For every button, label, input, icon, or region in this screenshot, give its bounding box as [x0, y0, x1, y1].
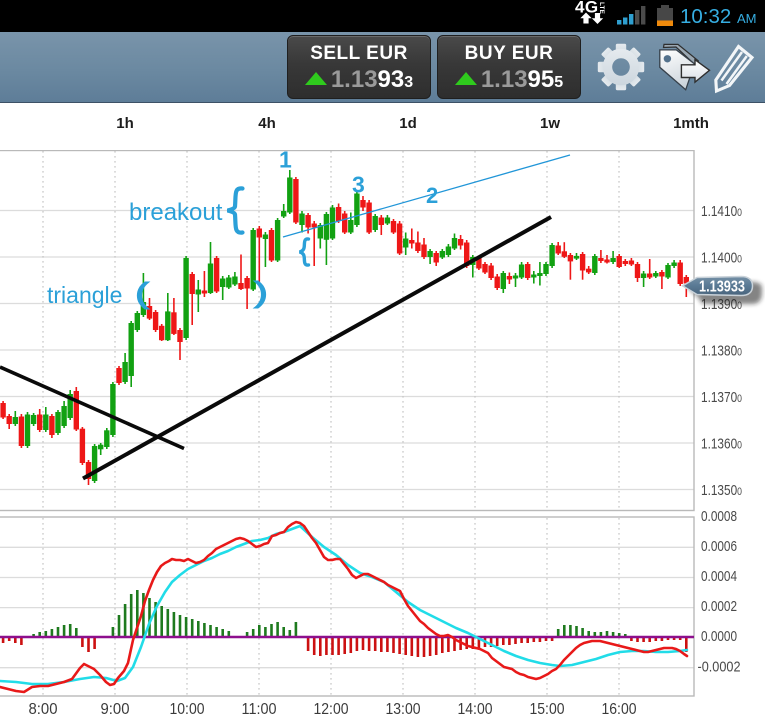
svg-text:0.0008: 0.0008 [701, 508, 737, 525]
svg-text:10:32 AM: 10:32 AM [680, 5, 757, 28]
svg-text:breakout: breakout [129, 199, 223, 226]
svg-text:15:00: 15:00 [530, 701, 565, 718]
svg-text:0.0000: 0.0000 [701, 628, 737, 645]
svg-text:): ) [254, 276, 268, 309]
svg-text:13:00: 13:00 [386, 701, 421, 718]
svg-text:1.13600: 1.13600 [701, 436, 742, 453]
svg-text:11:00: 11:00 [242, 701, 277, 718]
svg-text:1.13800: 1.13800 [701, 343, 742, 360]
svg-text:1.14000: 1.14000 [701, 250, 742, 267]
svg-text:2: 2 [426, 183, 438, 208]
svg-text:-0.0002: -0.0002 [698, 658, 741, 675]
svg-text:LTE: LTE [598, 2, 605, 14]
svg-text:0.0006: 0.0006 [701, 538, 737, 555]
svg-text:0.0002: 0.0002 [701, 598, 737, 615]
svg-text:1.13933: 1.13933 [699, 279, 745, 296]
svg-text:4G: 4G [575, 0, 598, 17]
svg-text:12:00: 12:00 [314, 701, 349, 718]
svg-text:triangle: triangle [47, 282, 122, 308]
svg-text:1: 1 [279, 150, 292, 173]
svg-text:0.0004: 0.0004 [701, 568, 737, 585]
svg-text:1.14100: 1.14100 [701, 203, 742, 220]
svg-text:14:00: 14:00 [458, 701, 493, 718]
svg-text:8:00: 8:00 [29, 701, 58, 718]
svg-text:1.13500: 1.13500 [701, 482, 742, 499]
svg-text:3: 3 [352, 172, 365, 198]
svg-text:9:00: 9:00 [101, 701, 130, 718]
svg-text:10:00: 10:00 [170, 701, 205, 718]
svg-text:1.13700: 1.13700 [701, 389, 742, 406]
svg-text:16:00: 16:00 [602, 701, 637, 718]
svg-text:(: ( [135, 277, 149, 310]
